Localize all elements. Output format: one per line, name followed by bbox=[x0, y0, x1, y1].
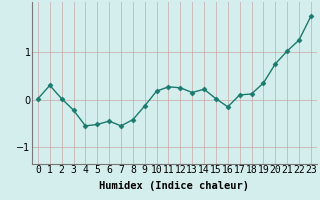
X-axis label: Humidex (Indice chaleur): Humidex (Indice chaleur) bbox=[100, 181, 249, 191]
